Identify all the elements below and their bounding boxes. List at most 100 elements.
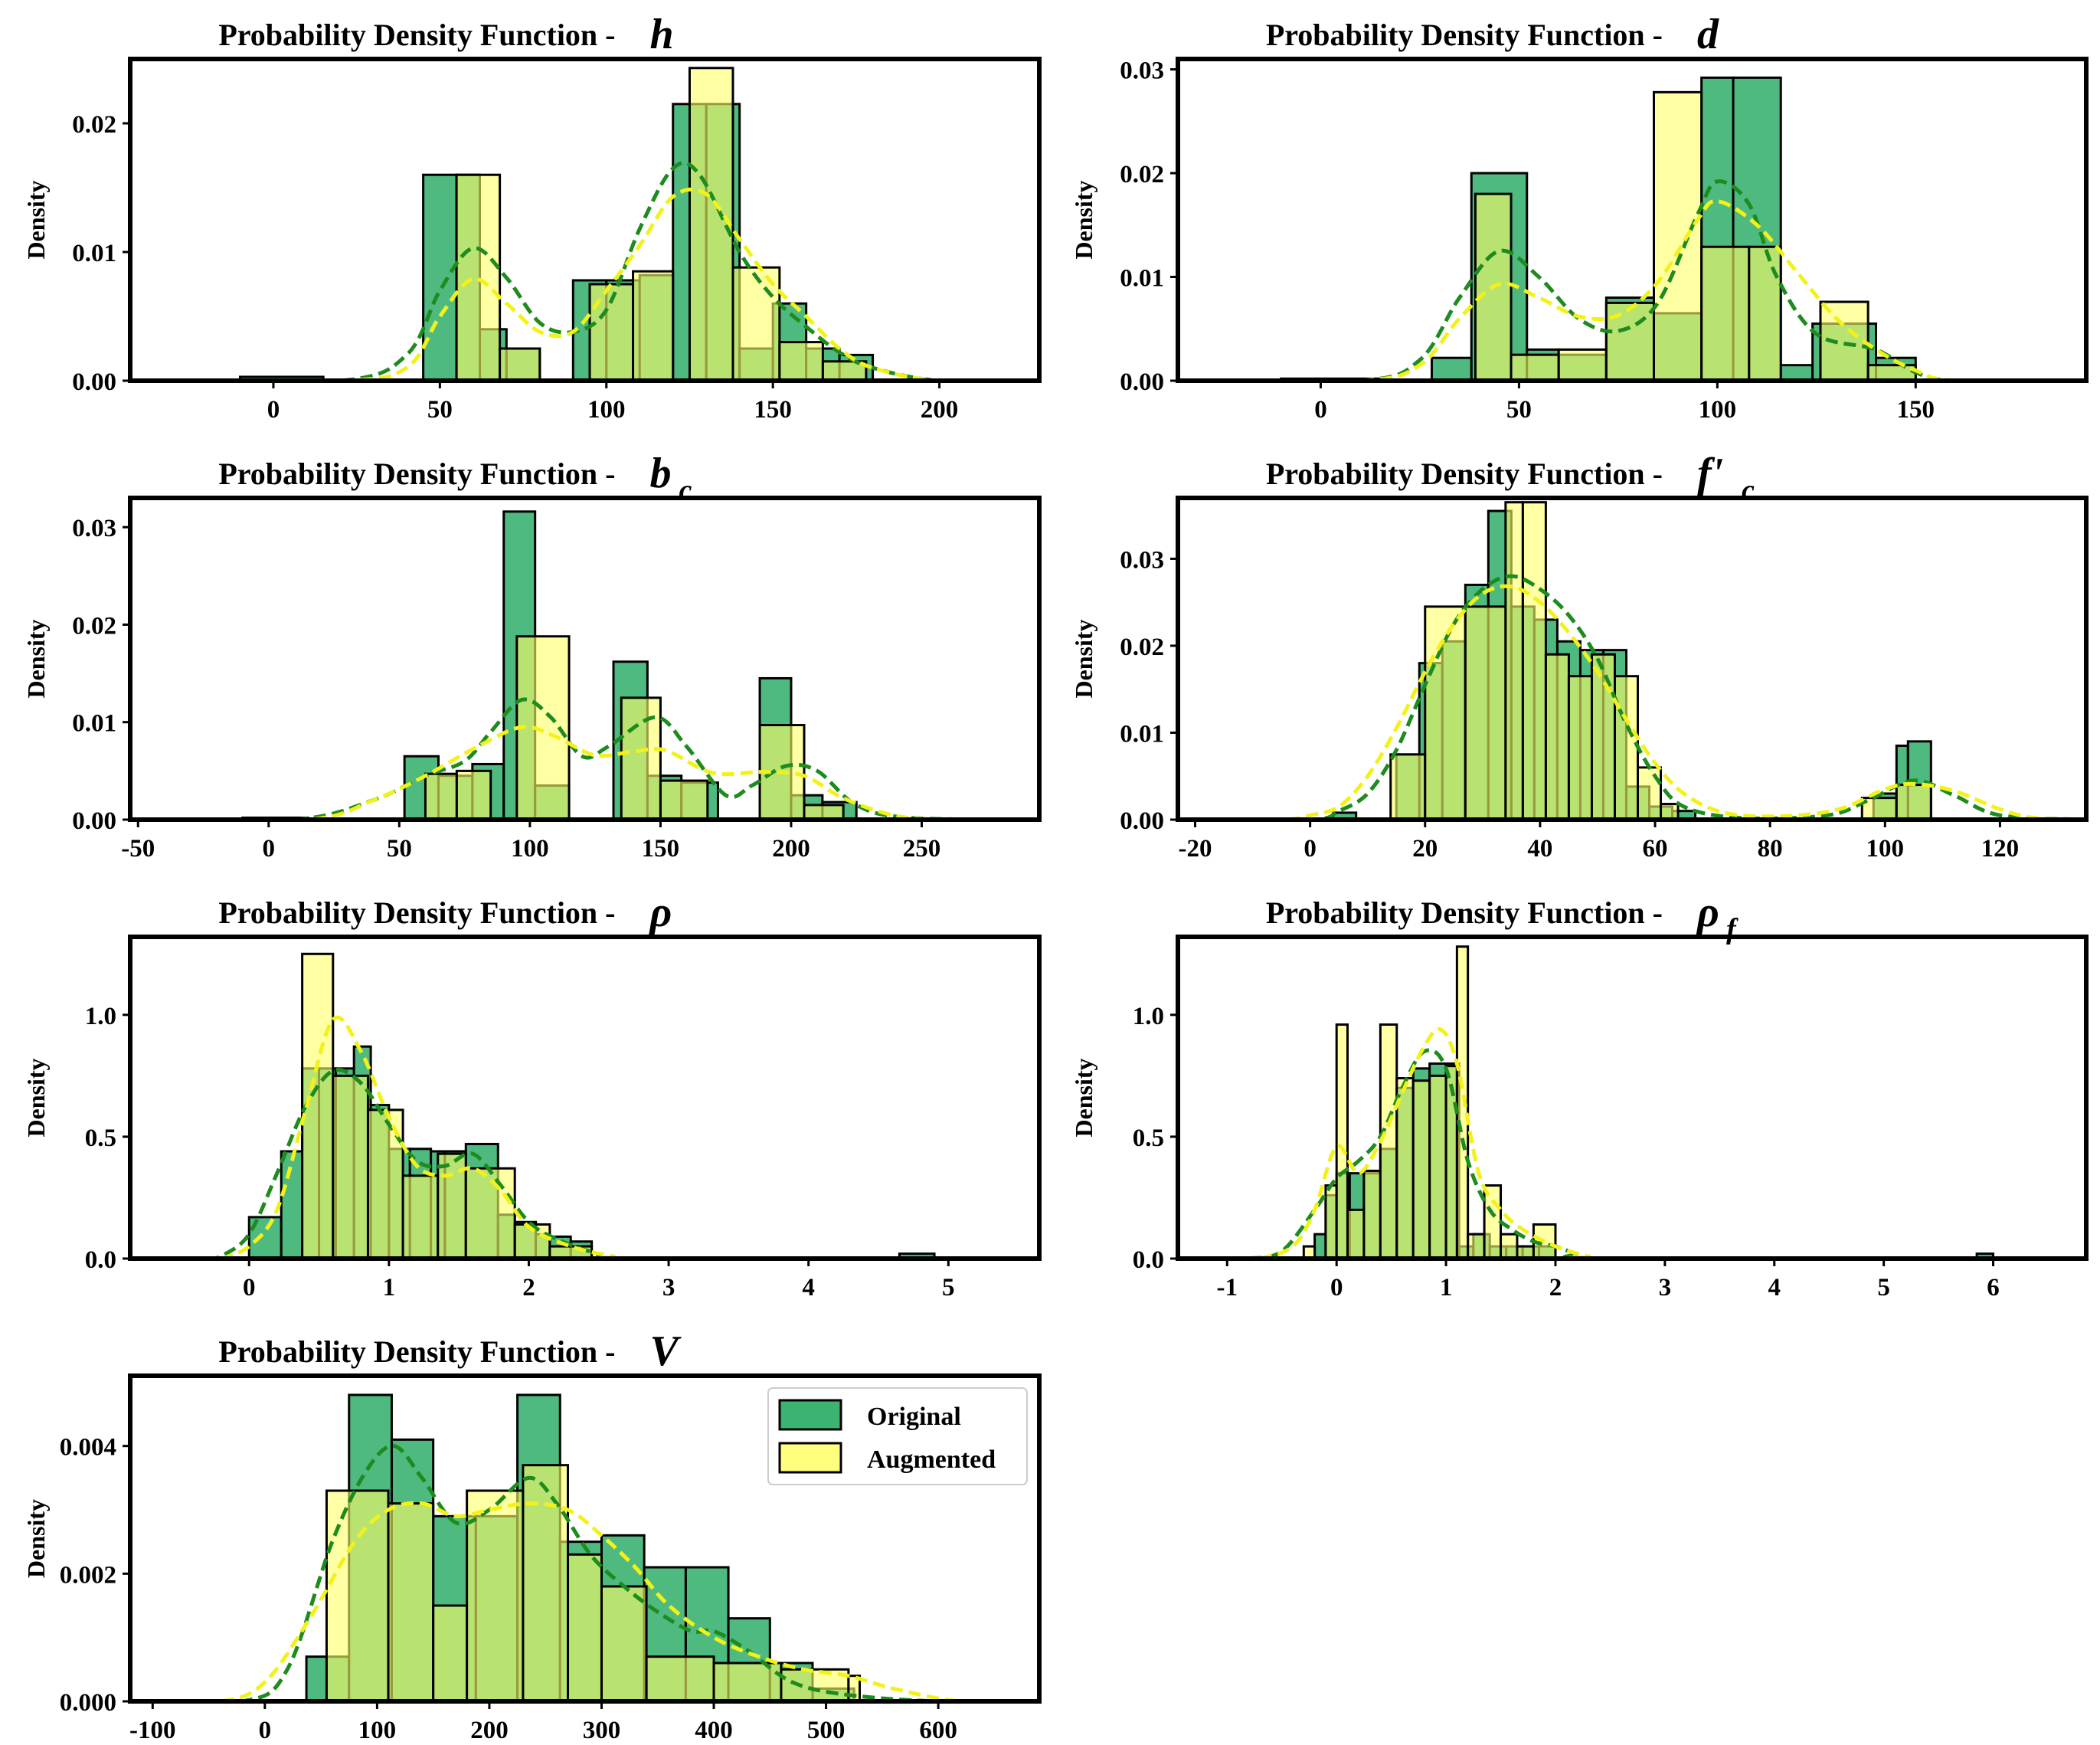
kde-original-line [130, 1444, 1039, 1701]
chart-symbol: ρ [1696, 889, 1719, 936]
x-tick-label: 500 [807, 1717, 846, 1744]
augmented-bar [1637, 766, 1663, 820]
augmented-bar [1652, 90, 1703, 381]
x-tick-label: 0 [259, 1717, 272, 1744]
kde-original-line [140, 160, 1039, 381]
augmented-bar [1395, 1077, 1415, 1259]
kde-augmented-line [1178, 584, 2086, 820]
x-tick-label: 3 [662, 1274, 675, 1301]
augmented-bar [600, 1585, 648, 1701]
x-tick-label: 4 [802, 1274, 815, 1301]
augmented-bar [1567, 675, 1593, 820]
augmented-bar [567, 1553, 603, 1701]
augmented-bar [1424, 605, 1467, 820]
legend-augmented-label: Augmented [867, 1445, 996, 1474]
augmented-bar [712, 1662, 783, 1701]
y-tick-label: 0.02 [1120, 161, 1164, 188]
x-tick-label: 0 [243, 1274, 256, 1301]
y-axis-label: Density [22, 619, 50, 698]
y-axis-label: Density [1070, 619, 1097, 698]
x-tick-label: 200 [772, 835, 810, 863]
augmented-bar [401, 1174, 440, 1259]
original-bar [1779, 364, 1814, 381]
legend-original-label: Original [867, 1403, 961, 1431]
y-tick-label: 1.0 [1133, 1003, 1164, 1030]
chart-title: Probability Density Function - [1266, 895, 1663, 930]
y-tick-label: 0.02 [1120, 634, 1164, 661]
y-axis-label: Density [22, 1499, 50, 1578]
augmented-bar [780, 1668, 850, 1701]
kde-original-line [1248, 1048, 2086, 1259]
plot-area [207, 952, 1039, 1259]
augmented-bar [464, 1167, 516, 1259]
chart-symbol: b [650, 450, 672, 497]
plot-frame [128, 935, 1042, 1261]
augmented-bar [432, 1604, 469, 1701]
x-tick-label: -50 [121, 835, 155, 863]
kde-augmented-line [140, 187, 1039, 381]
chart-symbol: ρ [649, 889, 672, 936]
x-tick-label: 80 [1758, 835, 1783, 863]
x-tick-label: 150 [642, 835, 680, 863]
x-tick-label: -100 [129, 1717, 176, 1744]
augmented-bar [1483, 1184, 1503, 1259]
plot-area [1178, 76, 2086, 381]
chart-2: Probability Density Function - d Density 0 5… [1070, 11, 2089, 424]
augmented-bar [1504, 501, 1524, 820]
y-tick-label: 0.5 [1133, 1125, 1164, 1152]
y-tick-label: 0.03 [1120, 546, 1164, 574]
y-tick-label: 0.01 [1120, 265, 1164, 293]
chart-title: Probability Density Function - [218, 895, 615, 930]
original-bar [1313, 1233, 1327, 1259]
augmented-bar [778, 341, 824, 381]
x-tick-label: 5 [942, 1274, 955, 1301]
y-axis-label: Density [22, 180, 50, 259]
augmented-bar [325, 1489, 390, 1701]
original-bar [422, 173, 458, 381]
augmented-bar [1335, 1023, 1349, 1259]
augmented-bar [1500, 1233, 1519, 1259]
original-bar [1430, 356, 1473, 381]
x-tick-label: 0 [1314, 396, 1327, 424]
y-axis-label: Density [1070, 180, 1097, 259]
chart-4: Probability Density Function - f' c Density… [1070, 450, 2089, 863]
x-tick-label: 600 [919, 1717, 957, 1744]
y-tick-label: 0.03 [1120, 57, 1164, 85]
legend-augmented-swatch [778, 1442, 842, 1474]
plot-frame [1176, 935, 2089, 1261]
kde-original-line [130, 697, 1039, 820]
x-tick-label: 100 [587, 396, 626, 424]
chart-1: Probability Density Function - h Density 0 5… [22, 11, 1042, 424]
y-tick-label: 0.01 [1120, 720, 1164, 748]
augmented-bar [1590, 653, 1616, 820]
augmented-bar [731, 266, 781, 381]
plot-area [1178, 501, 2086, 820]
augmented-bar [1389, 753, 1427, 820]
x-tick-label: -20 [1179, 835, 1212, 863]
chart-title: Probability Density Function - [218, 18, 615, 52]
y-tick-label: 0.00 [1120, 368, 1164, 396]
x-tick-label: 50 [1506, 396, 1532, 424]
x-tick-label: 1 [383, 1274, 396, 1301]
y-tick-label: 0.00 [1120, 807, 1164, 835]
augmented-bar [1411, 1079, 1431, 1259]
augmented-bar [1428, 1074, 1447, 1259]
chart-symbol: V [650, 1328, 682, 1375]
plot-frame [1176, 57, 2089, 383]
chart-5: Probability Density Function - ρ Density 0 1… [22, 889, 1042, 1301]
y-tick-label: 0.0 [1133, 1246, 1164, 1274]
augmented-bar [688, 67, 734, 381]
augmented-bar [1700, 245, 1751, 381]
chart-title: Probability Density Function - [218, 457, 615, 491]
y-tick-label: 0.00 [72, 807, 116, 835]
augmented-bar [455, 769, 492, 820]
x-tick-label: 6 [1987, 1274, 2000, 1301]
y-tick-label: 0.01 [72, 240, 116, 267]
augmented-bar [424, 772, 458, 820]
x-tick-label: 0 [1304, 835, 1317, 863]
y-tick-label: 0.02 [72, 612, 116, 640]
x-tick-label: 100 [1699, 396, 1737, 424]
chart-title: Probability Density Function - [1266, 457, 1663, 491]
x-tick-label: 4 [1768, 1274, 1781, 1301]
